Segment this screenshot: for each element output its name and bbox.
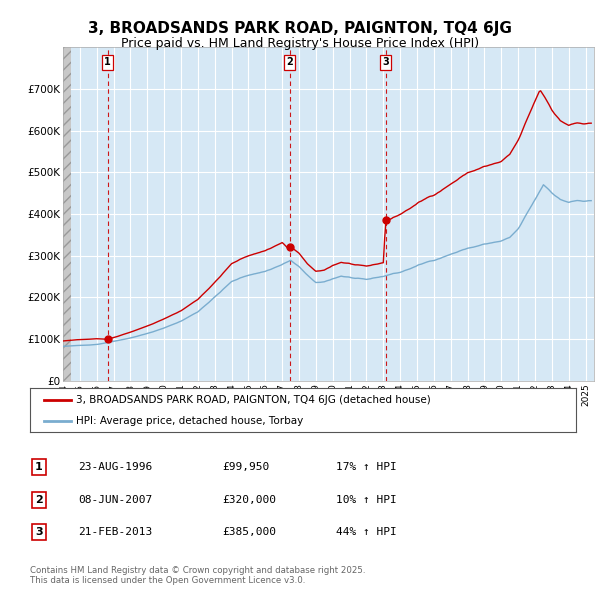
Text: 23-AUG-1996: 23-AUG-1996 [78, 463, 152, 472]
Text: Contains HM Land Registry data © Crown copyright and database right 2025.
This d: Contains HM Land Registry data © Crown c… [30, 566, 365, 585]
Text: £385,000: £385,000 [222, 527, 276, 537]
Text: 1: 1 [104, 57, 111, 67]
Text: 3, BROADSANDS PARK ROAD, PAIGNTON, TQ4 6JG (detached house): 3, BROADSANDS PARK ROAD, PAIGNTON, TQ4 6… [76, 395, 431, 405]
Text: 08-JUN-2007: 08-JUN-2007 [78, 495, 152, 504]
Text: 21-FEB-2013: 21-FEB-2013 [78, 527, 152, 537]
Text: 3: 3 [35, 527, 43, 537]
Text: £320,000: £320,000 [222, 495, 276, 504]
Text: 44% ↑ HPI: 44% ↑ HPI [336, 527, 397, 537]
Text: Price paid vs. HM Land Registry's House Price Index (HPI): Price paid vs. HM Land Registry's House … [121, 37, 479, 50]
Bar [63, 47, 71, 381]
Text: 1: 1 [35, 463, 43, 472]
Text: 17% ↑ HPI: 17% ↑ HPI [336, 463, 397, 472]
Text: 2: 2 [286, 57, 293, 67]
Text: £99,950: £99,950 [222, 463, 269, 472]
Text: 10% ↑ HPI: 10% ↑ HPI [336, 495, 397, 504]
Text: 3: 3 [382, 57, 389, 67]
Text: HPI: Average price, detached house, Torbay: HPI: Average price, detached house, Torb… [76, 416, 304, 426]
Text: 3, BROADSANDS PARK ROAD, PAIGNTON, TQ4 6JG: 3, BROADSANDS PARK ROAD, PAIGNTON, TQ4 6… [88, 21, 512, 35]
Text: 2: 2 [35, 495, 43, 504]
